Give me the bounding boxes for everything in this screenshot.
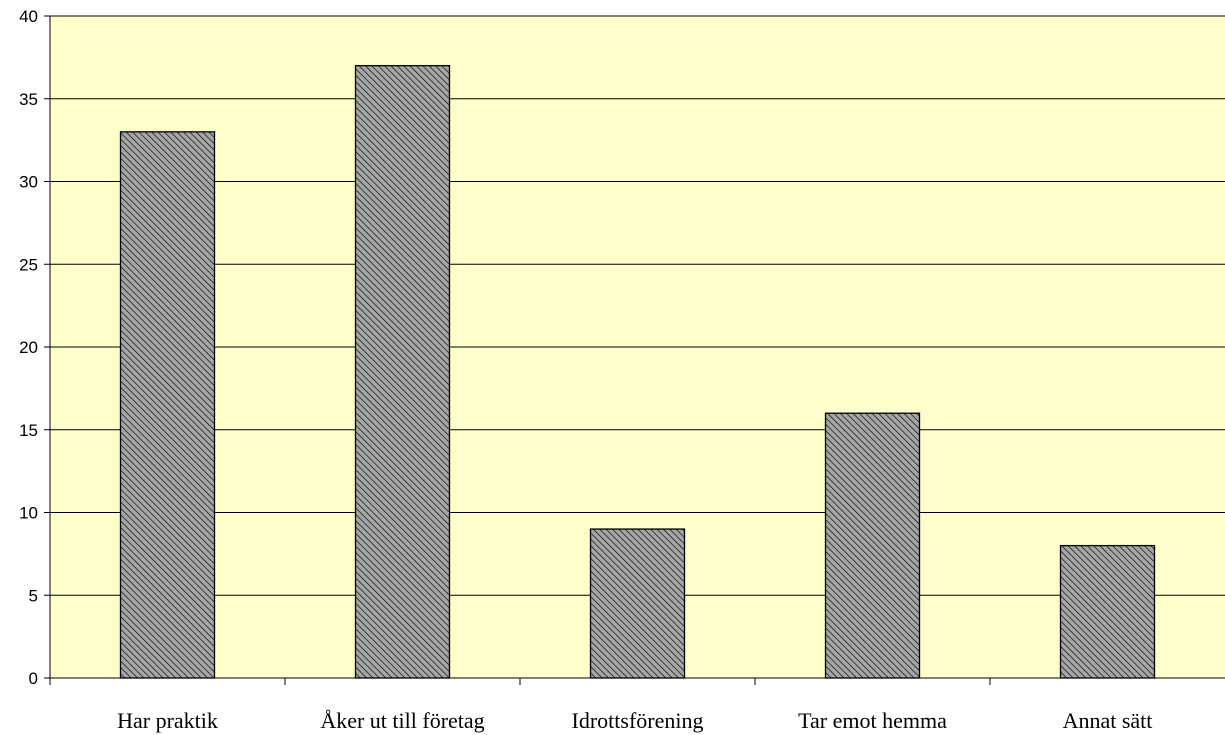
bar bbox=[119, 131, 216, 679]
x-tick-label: Tar emot hemma bbox=[798, 708, 947, 733]
x-tick-label: Idrottsförening bbox=[572, 708, 704, 733]
x-tick-label: Åker ut till företag bbox=[320, 708, 484, 733]
y-tick-label: 35 bbox=[19, 90, 38, 109]
y-tick-label: 40 bbox=[19, 7, 38, 26]
x-axis-ticks: Har praktik Åker ut till företag Idrottsfö… bbox=[49, 678, 1153, 733]
y-axis-ticks: 0 5 10 15 20 25 30 35 40 bbox=[19, 7, 50, 688]
y-tick-label: 30 bbox=[19, 173, 38, 192]
x-tick-label: Har praktik bbox=[117, 708, 218, 733]
y-tick-label: 10 bbox=[19, 504, 38, 523]
x-tick-label: Annat sätt bbox=[1063, 708, 1153, 733]
y-tick-label: 20 bbox=[19, 338, 38, 357]
gridlines bbox=[50, 15, 1225, 596]
y-tick-label: 0 bbox=[29, 669, 38, 688]
y-tick-label: 5 bbox=[29, 586, 38, 605]
y-tick-label: 15 bbox=[19, 421, 38, 440]
bar bbox=[354, 65, 451, 679]
bar bbox=[589, 528, 686, 679]
bars bbox=[119, 65, 1156, 679]
bar bbox=[1059, 544, 1156, 679]
y-tick-label: 25 bbox=[19, 255, 38, 274]
bar bbox=[824, 412, 921, 679]
